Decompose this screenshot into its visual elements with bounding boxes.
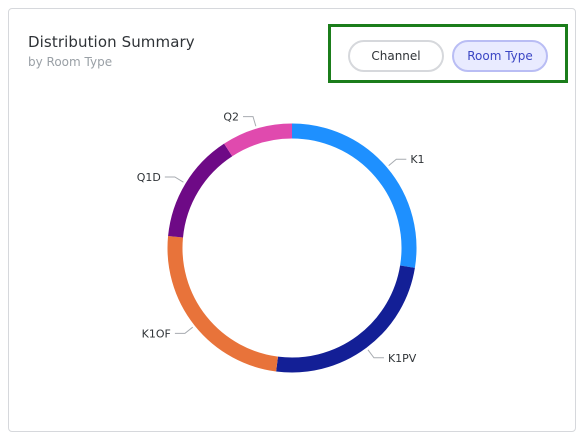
slice-label-q2: Q2 [223,111,239,124]
slice-label-k1: K1 [410,153,424,166]
slice-label-k1pv: K1PV [388,352,417,365]
room-type-button[interactable]: Room Type [452,40,548,72]
card-title: Distribution Summary [28,33,195,51]
donut-slice-q2[interactable] [224,123,293,157]
leader-line-k1of [174,326,194,334]
donut-slice-q1d[interactable] [168,143,233,238]
donut-slice-k1[interactable] [291,123,417,268]
slice-label-q1d: Q1D [137,171,161,184]
leader-line-k1 [388,158,407,167]
donut-slice-k1pv[interactable] [276,265,415,373]
donut-slice-k1of[interactable] [167,236,279,372]
card-subtitle: by Room Type [28,55,113,69]
channel-button[interactable]: Channel [348,40,444,72]
leader-line-k1pv [367,349,384,359]
view-toggle-group: Channel Room Type [328,24,568,83]
leader-line-q1d [164,176,184,183]
slice-label-k1of: K1OF [142,327,171,340]
leader-line-q2 [243,116,257,127]
